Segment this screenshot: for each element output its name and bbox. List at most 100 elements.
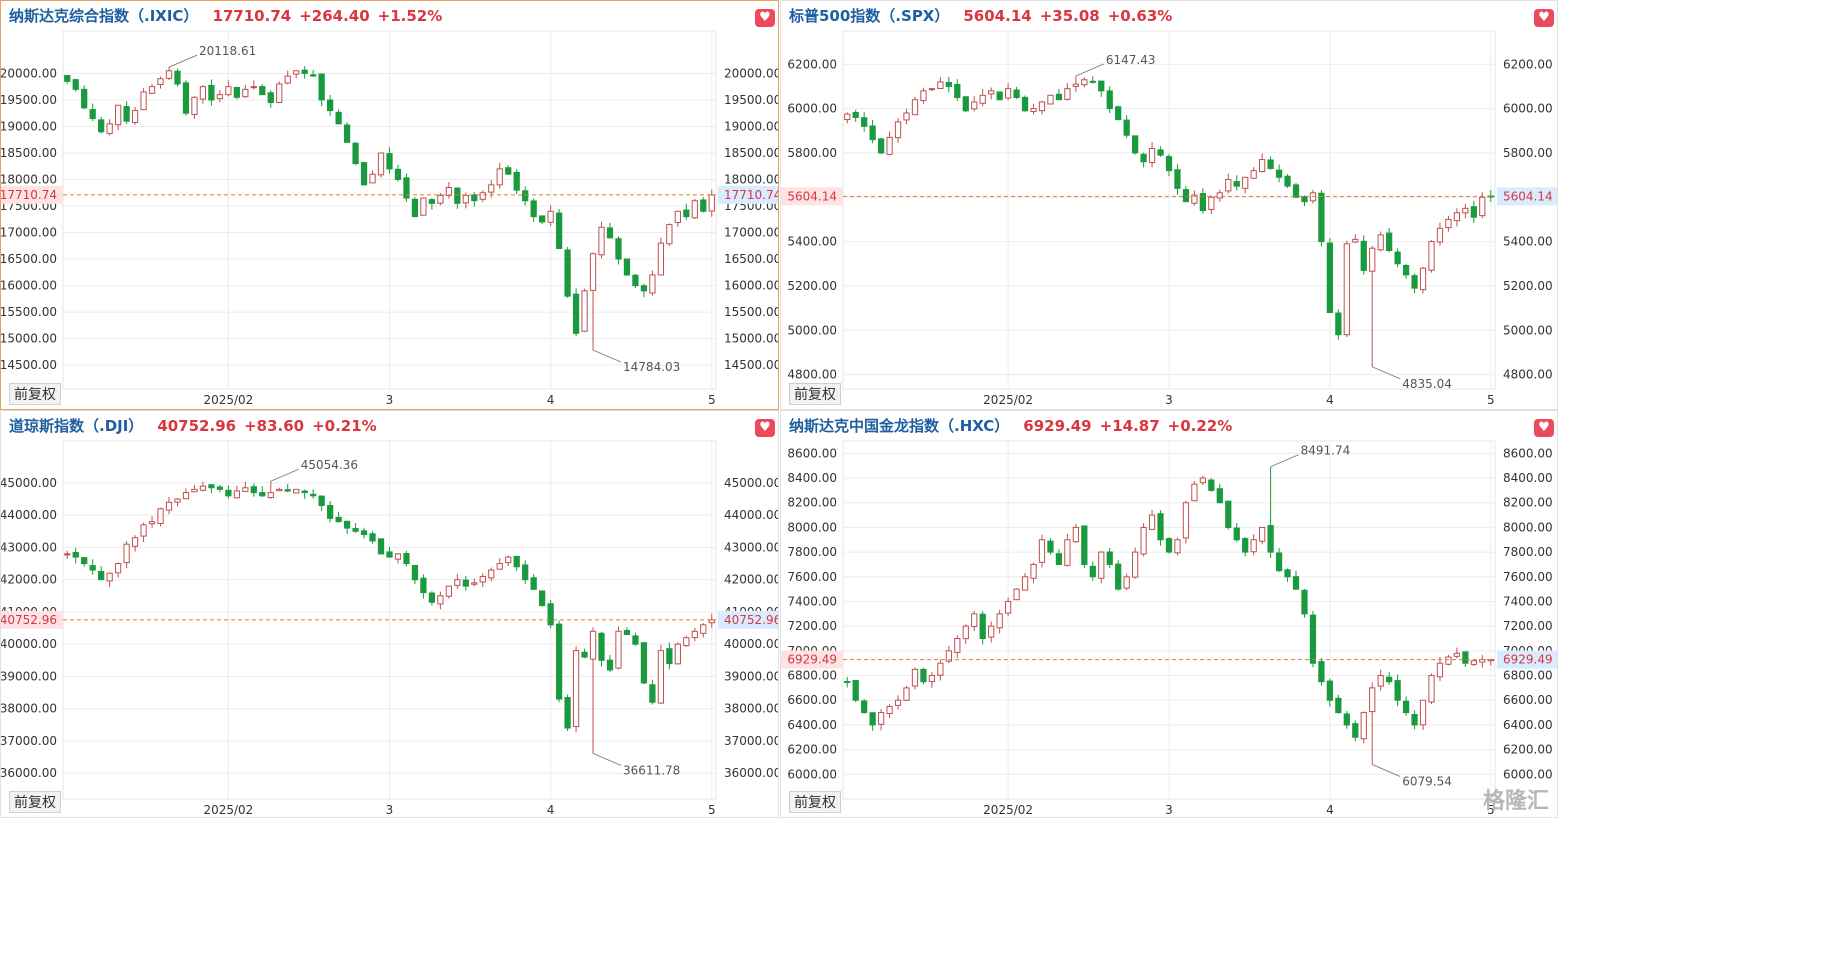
panel-spx[interactable]: 6200.00 6200.00 6000.00 6000.00 5800.00 5800.… bbox=[780, 0, 1558, 410]
candle-body-down bbox=[267, 92, 274, 104]
low-annotation-line bbox=[592, 349, 622, 363]
candle bbox=[1157, 510, 1164, 546]
candle-body-up bbox=[479, 192, 486, 200]
candle bbox=[259, 84, 266, 96]
candle bbox=[1470, 200, 1477, 223]
candle-body-up bbox=[191, 96, 198, 115]
x-tick-label: 2025/02 bbox=[983, 393, 1033, 407]
x-tick-label: 2025/02 bbox=[983, 803, 1033, 817]
favorite-heart-icon[interactable]: ♥ bbox=[1534, 419, 1554, 437]
favorite-heart-icon[interactable]: ♥ bbox=[1534, 9, 1554, 27]
candle bbox=[1132, 135, 1139, 155]
candle bbox=[1326, 678, 1334, 707]
candle-body-up bbox=[708, 194, 715, 212]
candle-body-up bbox=[708, 619, 715, 624]
candle-body-down bbox=[623, 629, 631, 636]
candle-body-down bbox=[1182, 189, 1190, 203]
y-tick-label-left: 18500.00 bbox=[1, 146, 57, 160]
panel-dji[interactable]: 45000.00 45000.00 44000.00 44000.00 43000.00… bbox=[0, 410, 779, 818]
candle bbox=[979, 89, 986, 107]
candle-body-down bbox=[98, 119, 105, 133]
high-annotation-line bbox=[1075, 63, 1105, 77]
y-tick-label-left: 39000.00 bbox=[1, 669, 57, 683]
y-tick-label-left: 8400.00 bbox=[787, 471, 837, 485]
adjust-toggle-button[interactable]: 前复权 bbox=[789, 791, 841, 813]
candle-body-up bbox=[589, 630, 597, 660]
candle-body-up bbox=[911, 668, 919, 687]
candle-body-up bbox=[1479, 196, 1486, 217]
candle-body-down bbox=[1165, 156, 1173, 172]
panel-hxc[interactable]: 8600.00 8600.00 8400.00 8400.00 8200.00 8200.… bbox=[780, 410, 1558, 818]
candle bbox=[72, 78, 79, 92]
candle-body-up bbox=[123, 543, 130, 564]
candle bbox=[250, 80, 257, 90]
price-tag-left-bg bbox=[781, 650, 843, 669]
candle bbox=[377, 152, 385, 178]
candle-body-down bbox=[640, 642, 648, 684]
y-tick-label-right: 5000.00 bbox=[1503, 323, 1553, 337]
candle-body-up bbox=[242, 487, 249, 492]
candle bbox=[327, 94, 334, 116]
x-tick-label: 4 bbox=[547, 393, 555, 407]
favorite-heart-icon[interactable]: ♥ bbox=[755, 9, 775, 27]
y-tick-label-left: 45000.00 bbox=[1, 476, 57, 490]
candle-body-down bbox=[352, 528, 359, 532]
candle-body-down bbox=[979, 613, 986, 640]
y-tick-label-left: 17000.00 bbox=[1, 226, 57, 240]
favorite-heart-icon[interactable]: ♥ bbox=[755, 419, 775, 437]
adjust-toggle-button[interactable]: 前复权 bbox=[789, 383, 841, 405]
candle bbox=[445, 585, 452, 599]
candle-body-up bbox=[140, 91, 147, 111]
candle bbox=[335, 511, 342, 523]
candle-body-up bbox=[1038, 539, 1046, 563]
candle bbox=[411, 197, 419, 218]
candle bbox=[496, 558, 503, 570]
candle-body-down bbox=[386, 153, 393, 170]
candle-body-up bbox=[1445, 218, 1452, 229]
candle bbox=[225, 485, 232, 499]
candle bbox=[1013, 588, 1020, 601]
adjust-toggle-button[interactable]: 前复权 bbox=[9, 383, 61, 405]
y-tick-label-left: 37000.00 bbox=[1, 734, 57, 748]
candle bbox=[1402, 696, 1410, 716]
low-annotation-label: 14784.03 bbox=[623, 360, 680, 374]
candle bbox=[1038, 534, 1046, 568]
candle-body-down bbox=[1284, 569, 1291, 578]
candle bbox=[301, 489, 308, 499]
y-tick-label-left: 40000.00 bbox=[1, 637, 57, 651]
candle-body-up bbox=[1182, 502, 1190, 539]
candle-body-down bbox=[649, 684, 656, 703]
candle-body-down bbox=[598, 632, 605, 661]
candle-body-up bbox=[233, 490, 240, 499]
index-change-pct: +0.22% bbox=[1167, 417, 1233, 435]
candle bbox=[640, 283, 648, 298]
y-tick-label-left: 6400.00 bbox=[787, 718, 837, 732]
candle-body-up bbox=[954, 638, 961, 653]
candle bbox=[1233, 522, 1240, 543]
candle bbox=[293, 488, 300, 494]
candle-body-up bbox=[191, 488, 198, 493]
y-tick-label-right: 7600.00 bbox=[1503, 570, 1553, 584]
candle bbox=[437, 192, 444, 206]
candle-body-up bbox=[64, 553, 71, 556]
candle-body-up bbox=[1445, 656, 1452, 665]
y-tick-label-left: 6000.00 bbox=[787, 102, 837, 116]
candle bbox=[615, 236, 622, 265]
candle-body-up bbox=[988, 625, 995, 638]
candle-body-up bbox=[1098, 551, 1105, 579]
candle bbox=[1089, 76, 1096, 84]
panel-ixic[interactable]: 20000.00 20000.00 19500.00 19500.00 19000.00… bbox=[0, 0, 779, 410]
candle bbox=[861, 699, 868, 714]
candle bbox=[1301, 588, 1308, 618]
adjust-toggle-button[interactable]: 前复权 bbox=[9, 791, 61, 813]
candle bbox=[954, 79, 961, 101]
candle-body-down bbox=[1352, 723, 1359, 738]
y-tick-label-right: 16000.00 bbox=[724, 279, 779, 293]
y-tick-label-left: 5800.00 bbox=[787, 146, 837, 160]
candle bbox=[301, 66, 308, 79]
candle-body-up bbox=[1148, 147, 1156, 164]
candle-body-down bbox=[454, 187, 461, 204]
y-tick-label-right: 44000.00 bbox=[724, 508, 779, 522]
candle bbox=[877, 137, 885, 155]
